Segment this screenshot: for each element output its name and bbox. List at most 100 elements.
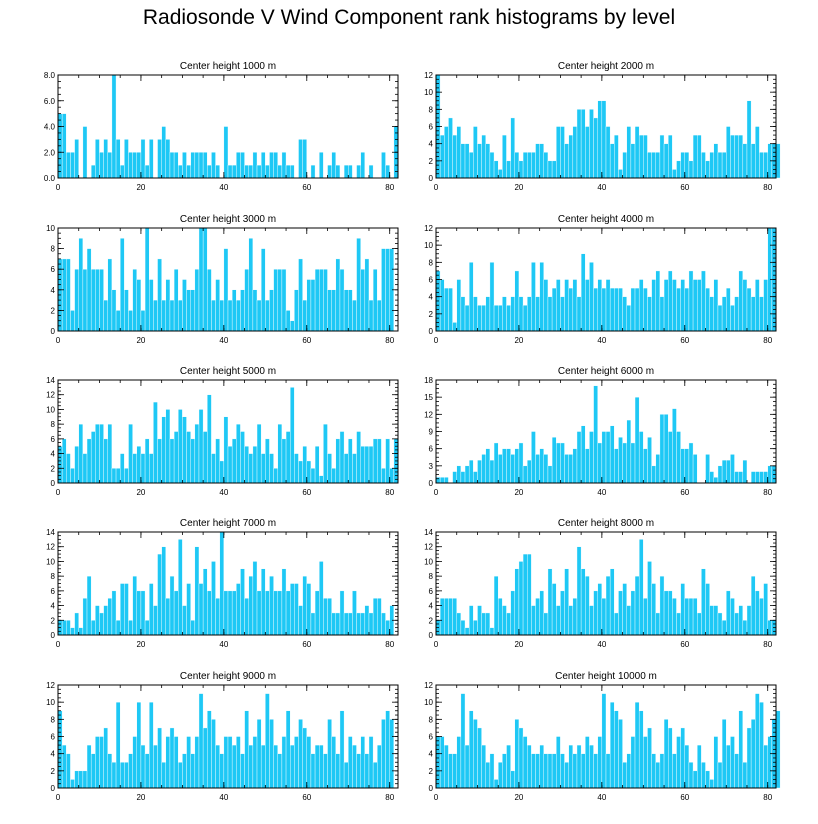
histogram-bar — [194, 423, 200, 484]
histogram-bar — [585, 279, 590, 332]
histogram-bar — [140, 139, 146, 179]
histogram-bar — [672, 408, 677, 484]
histogram-bar — [605, 126, 611, 179]
histogram-bar — [157, 139, 162, 179]
histogram-bar — [306, 583, 312, 636]
histogram-bar — [568, 134, 574, 179]
histogram-bar — [231, 590, 237, 636]
histogram-bar — [721, 459, 727, 484]
histogram-bar — [364, 258, 370, 332]
y-tick-label: 4 — [51, 602, 56, 611]
histogram-bar — [343, 289, 349, 332]
histogram-bar — [527, 296, 532, 332]
histogram-bar — [198, 693, 204, 789]
histogram-bar — [190, 289, 196, 332]
histogram-bar — [630, 143, 636, 179]
x-tick-label: 0 — [56, 640, 61, 649]
panel-title: Center height 7000 m — [180, 518, 276, 529]
x-tick-label: 60 — [680, 640, 689, 649]
y-tick-label: 0.0 — [44, 174, 56, 183]
histogram-bar — [352, 453, 357, 484]
histogram-bar — [74, 446, 79, 484]
histogram-bar — [111, 590, 117, 636]
histogram-bar — [244, 710, 249, 789]
histogram-bar — [223, 590, 229, 636]
histogram-bar — [585, 736, 590, 789]
histogram-bar — [289, 164, 295, 179]
histogram-bar — [576, 109, 582, 179]
histogram-bar — [364, 753, 370, 789]
histogram-bar — [543, 753, 549, 789]
histogram-bar — [547, 568, 553, 636]
histogram-bar — [165, 736, 171, 789]
histogram-bar — [314, 590, 320, 636]
histogram-bar — [219, 531, 225, 636]
histogram-bar — [368, 612, 374, 636]
histogram-bar — [589, 605, 594, 636]
histogram-bar — [560, 590, 565, 636]
histogram-bar — [74, 139, 79, 179]
histogram-bar — [589, 109, 594, 179]
histogram-bar — [497, 762, 503, 789]
histogram-bar — [717, 612, 723, 636]
histogram-bar — [215, 164, 220, 179]
histogram-bar — [173, 590, 179, 636]
histogram-bar — [339, 431, 345, 484]
histogram-bar — [663, 143, 669, 179]
histogram-bar — [285, 710, 291, 789]
histogram-bar — [385, 710, 390, 789]
histogram-bar — [763, 152, 768, 179]
histogram-bar — [144, 164, 150, 179]
histogram-bar — [692, 770, 698, 789]
histogram-bar — [717, 762, 723, 789]
histogram-bar — [630, 736, 636, 789]
histogram-bar — [194, 546, 200, 636]
histogram-bar — [763, 279, 768, 332]
histogram-bar — [124, 289, 129, 332]
y-tick-label: 10 — [46, 405, 55, 414]
histogram-bar — [659, 134, 665, 179]
y-tick-label: 9 — [429, 428, 434, 437]
histogram-bar — [767, 736, 773, 789]
histogram-bar — [381, 152, 386, 179]
histogram-bar — [638, 279, 644, 332]
histogram-bar — [331, 152, 337, 179]
histogram-bar — [647, 561, 652, 636]
histogram-bar — [750, 471, 756, 484]
histogram-bar — [697, 744, 702, 789]
histogram-bar — [721, 152, 727, 179]
y-tick-label: 10 — [424, 88, 433, 97]
histogram-bar — [281, 269, 287, 332]
histogram-bar — [331, 612, 337, 636]
histogram-bar — [618, 590, 623, 636]
histogram-bar — [659, 575, 665, 636]
histogram-bar — [514, 270, 520, 332]
y-tick-label: 0 — [51, 631, 56, 640]
histogram-bar — [285, 590, 291, 636]
histogram-bar — [157, 438, 162, 484]
x-tick-label: 0 — [56, 336, 61, 345]
histogram-bar — [572, 753, 578, 789]
histogram-bar — [439, 477, 445, 484]
histogram-bar — [356, 164, 361, 179]
histogram-bar — [240, 431, 245, 484]
histogram-bar — [236, 583, 241, 636]
y-tick-label: 14 — [424, 528, 433, 537]
histogram-bar — [676, 287, 681, 332]
histogram-bar — [676, 736, 681, 789]
histogram-bar — [161, 299, 167, 332]
histogram-bar — [269, 152, 274, 179]
histogram-panel: Center height 8000 m 0 20 40 60 80 0 2 4 6 8 10 12 14 — [424, 518, 777, 649]
histogram-bar — [119, 164, 125, 179]
histogram-bar — [473, 620, 478, 636]
histogram-bar — [688, 762, 694, 789]
histogram-bar — [502, 448, 507, 484]
histogram-bar — [82, 770, 88, 789]
histogram-bar — [618, 169, 623, 179]
panel-title: Center height 10000 m — [555, 671, 657, 682]
histogram-bar — [444, 287, 449, 332]
histogram-bar — [473, 126, 478, 179]
histogram-bar — [456, 465, 462, 484]
histogram-bar — [194, 736, 200, 789]
histogram-bar — [248, 164, 254, 179]
